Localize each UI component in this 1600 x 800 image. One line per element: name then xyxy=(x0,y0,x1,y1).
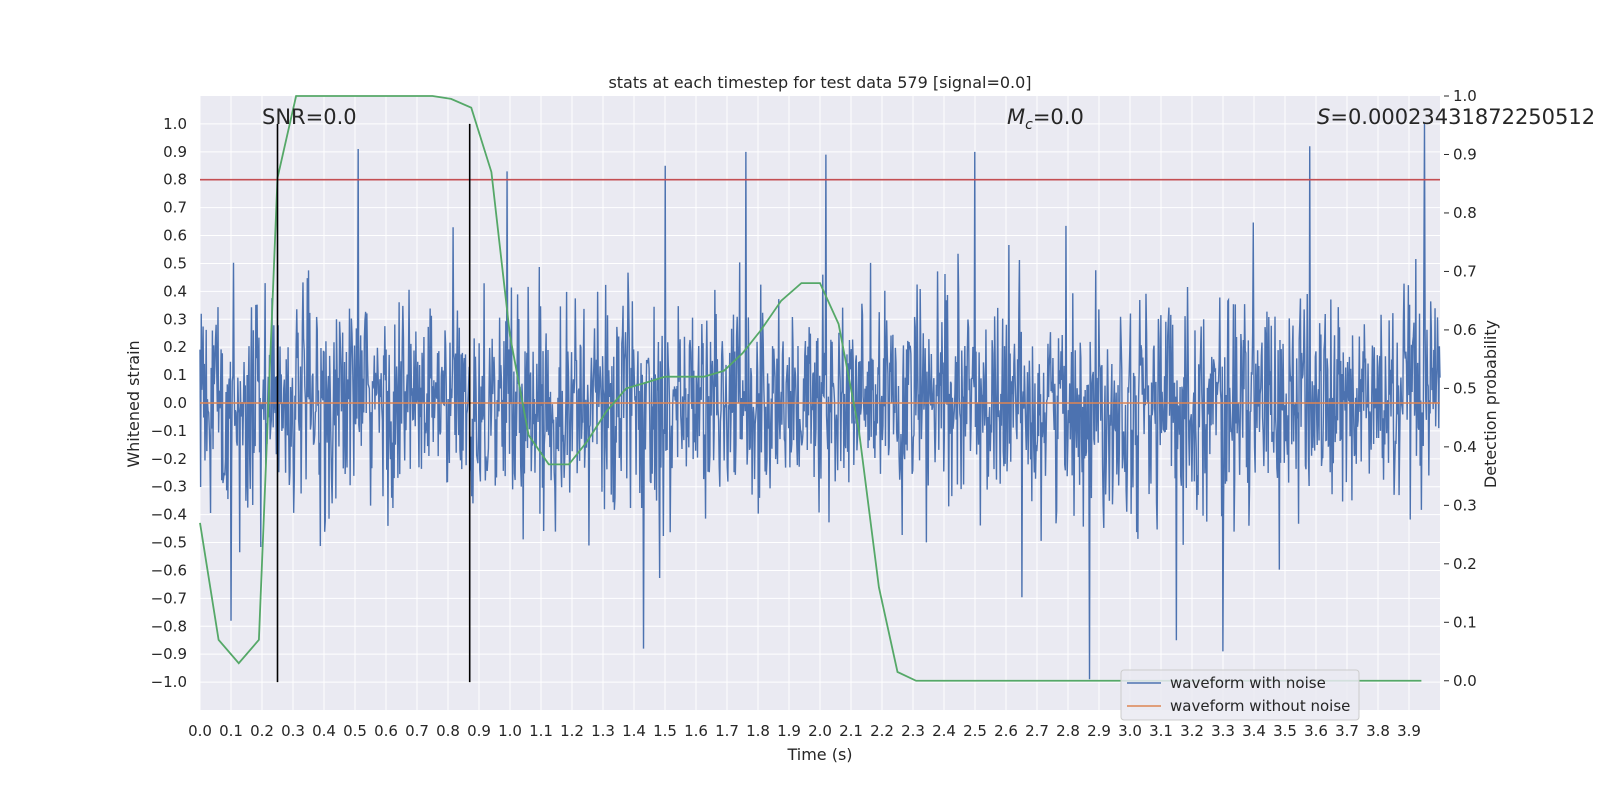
x-tick-label: 2.8 xyxy=(1056,722,1080,740)
x-axis-label: Time (s) xyxy=(786,745,852,764)
y-right-tick-label: 0.4 xyxy=(1453,438,1477,456)
x-tick-label: 1.3 xyxy=(591,722,615,740)
s-annotation: S=0.00023431872250512 xyxy=(1317,105,1595,129)
x-tick-label: 3.1 xyxy=(1149,722,1173,740)
x-tick-label: 3.2 xyxy=(1180,722,1204,740)
x-tick-label: 0.4 xyxy=(312,722,336,740)
x-tick-label: 2.0 xyxy=(808,722,832,740)
y-right-tick-label: 0.6 xyxy=(1453,321,1477,339)
x-tick-label: 1.8 xyxy=(746,722,770,740)
x-tick-label: 0.8 xyxy=(436,722,460,740)
x-tick-label: 3.6 xyxy=(1304,722,1328,740)
y-left-tick-label: 0.0 xyxy=(163,394,187,412)
x-tick-label: 3.8 xyxy=(1366,722,1390,740)
x-tick-label: 0.3 xyxy=(281,722,305,740)
x-tick-label: 0.2 xyxy=(250,722,274,740)
legend: waveform with noise waveform without noi… xyxy=(1120,669,1360,721)
y-left-tick-label: −0.1 xyxy=(151,422,187,440)
y-left-tick-label: 0.8 xyxy=(163,171,187,189)
y-left-tick-label: −0.5 xyxy=(151,534,187,552)
x-tick-label: 2.3 xyxy=(901,722,925,740)
y-left-tick-label: −0.6 xyxy=(151,561,187,579)
mc-subscript: c xyxy=(1025,117,1033,133)
y-left-tick-label: −0.3 xyxy=(151,478,187,496)
x-tick-label: 1.6 xyxy=(684,722,708,740)
y-left-tick-label: 0.3 xyxy=(163,310,187,328)
x-tick-label: 1.0 xyxy=(498,722,522,740)
x-tick-label: 0.7 xyxy=(405,722,429,740)
x-tick-label: 3.5 xyxy=(1273,722,1297,740)
x-tick-label: 1.9 xyxy=(777,722,801,740)
event-markers xyxy=(276,123,471,683)
x-tick-label: 0.0 xyxy=(188,722,212,740)
x-tick-label: 1.1 xyxy=(529,722,553,740)
x-tick-label: 3.4 xyxy=(1242,722,1266,740)
x-tick-label: 1.5 xyxy=(653,722,677,740)
x-tick-label: 2.6 xyxy=(994,722,1018,740)
y-right-tick-label: 0.5 xyxy=(1453,379,1477,397)
y-right-tick-labels: 1.0 0.9 0.8 0.7 0.6 0.5 0.4 0.3 0.2 0.1 0.0 xyxy=(1444,87,1477,690)
x-tick-label: 2.9 xyxy=(1087,722,1111,740)
y-left-tick-label: −0.8 xyxy=(151,617,187,635)
x-tick-label: 1.2 xyxy=(560,722,584,740)
y-left-tick-label: 0.6 xyxy=(163,227,187,245)
x-tick-label: 2.1 xyxy=(839,722,863,740)
chart-title: stats at each timestep for test data 579… xyxy=(608,73,1031,92)
x-tick-label: 3.9 xyxy=(1397,722,1421,740)
snr-annotation: SNR=0.0 xyxy=(262,105,357,129)
x-tick-label: 1.7 xyxy=(715,722,739,740)
x-tick-label: 3.0 xyxy=(1118,722,1142,740)
y-left-tick-label: −0.4 xyxy=(151,506,187,524)
s-symbol: S xyxy=(1317,105,1330,129)
x-tick-label: 2.4 xyxy=(932,722,956,740)
x-tick-label: 0.5 xyxy=(343,722,367,740)
legend-box xyxy=(1120,669,1360,721)
mc-annotation: Mc=0.0 xyxy=(1007,105,1084,133)
y-right-axis-label: Detection probability xyxy=(1481,320,1500,488)
x-tick-label: 2.5 xyxy=(963,722,987,740)
y-left-tick-label: 0.4 xyxy=(163,282,187,300)
y-left-tick-label: 0.7 xyxy=(163,199,187,217)
y-left-tick-label: 0.1 xyxy=(163,366,187,384)
y-left-tick-label: 1.0 xyxy=(163,115,187,133)
s-value: =0.00023431872250512 xyxy=(1330,105,1595,129)
x-tick-label: 0.6 xyxy=(374,722,398,740)
y-left-tick-label: −0.9 xyxy=(151,645,187,663)
y-left-tick-labels: 1.0 0.9 0.8 0.7 0.6 0.5 0.4 0.3 0.2 0.1 0.0 −0.1 −0.… xyxy=(151,115,187,691)
legend-label-clean: waveform without noise xyxy=(1170,697,1350,715)
y-left-tick-label: 0.5 xyxy=(163,254,187,272)
x-tick-label: 0.1 xyxy=(219,722,243,740)
noise-waveform-path xyxy=(199,123,1441,680)
y-left-tick-label: −0.2 xyxy=(151,450,187,468)
y-right-tick-label: 0.0 xyxy=(1453,672,1477,690)
mc-value: =0.0 xyxy=(1033,105,1084,129)
x-tick-label: 3.3 xyxy=(1211,722,1235,740)
y-right-tick-label: 1.0 xyxy=(1453,87,1477,105)
x-tick-label: 2.7 xyxy=(1025,722,1049,740)
noise-series xyxy=(199,123,1441,680)
y-left-tick-label: 0.9 xyxy=(163,143,187,161)
legend-label-noise: waveform with noise xyxy=(1170,674,1326,692)
x-tick-label: 0.9 xyxy=(467,722,491,740)
mc-symbol: M xyxy=(1007,105,1025,129)
y-left-tick-label: −0.7 xyxy=(151,589,187,607)
x-tick-label: 3.7 xyxy=(1335,722,1359,740)
y-right-tick-label: 0.2 xyxy=(1453,555,1477,573)
y-right-tick-label: 0.1 xyxy=(1453,613,1477,631)
y-right-tick-label: 0.8 xyxy=(1453,204,1477,222)
x-tick-label: 2.2 xyxy=(870,722,894,740)
y-left-tick-label: 0.2 xyxy=(163,338,187,356)
x-tick-labels: 0.0 0.1 0.2 0.3 0.4 0.5 0.6 0.7 0.8 0.9 1.0 1.1 1.2 1… xyxy=(188,722,1421,740)
y-left-axis-label: Whitened strain xyxy=(124,340,143,467)
y-left-tick-label: −1.0 xyxy=(151,673,187,691)
y-right-tick-label: 0.7 xyxy=(1453,262,1477,280)
y-right-tick-label: 0.9 xyxy=(1453,145,1477,163)
y-right-tick-label: 0.3 xyxy=(1453,496,1477,514)
x-tick-label: 1.4 xyxy=(622,722,646,740)
